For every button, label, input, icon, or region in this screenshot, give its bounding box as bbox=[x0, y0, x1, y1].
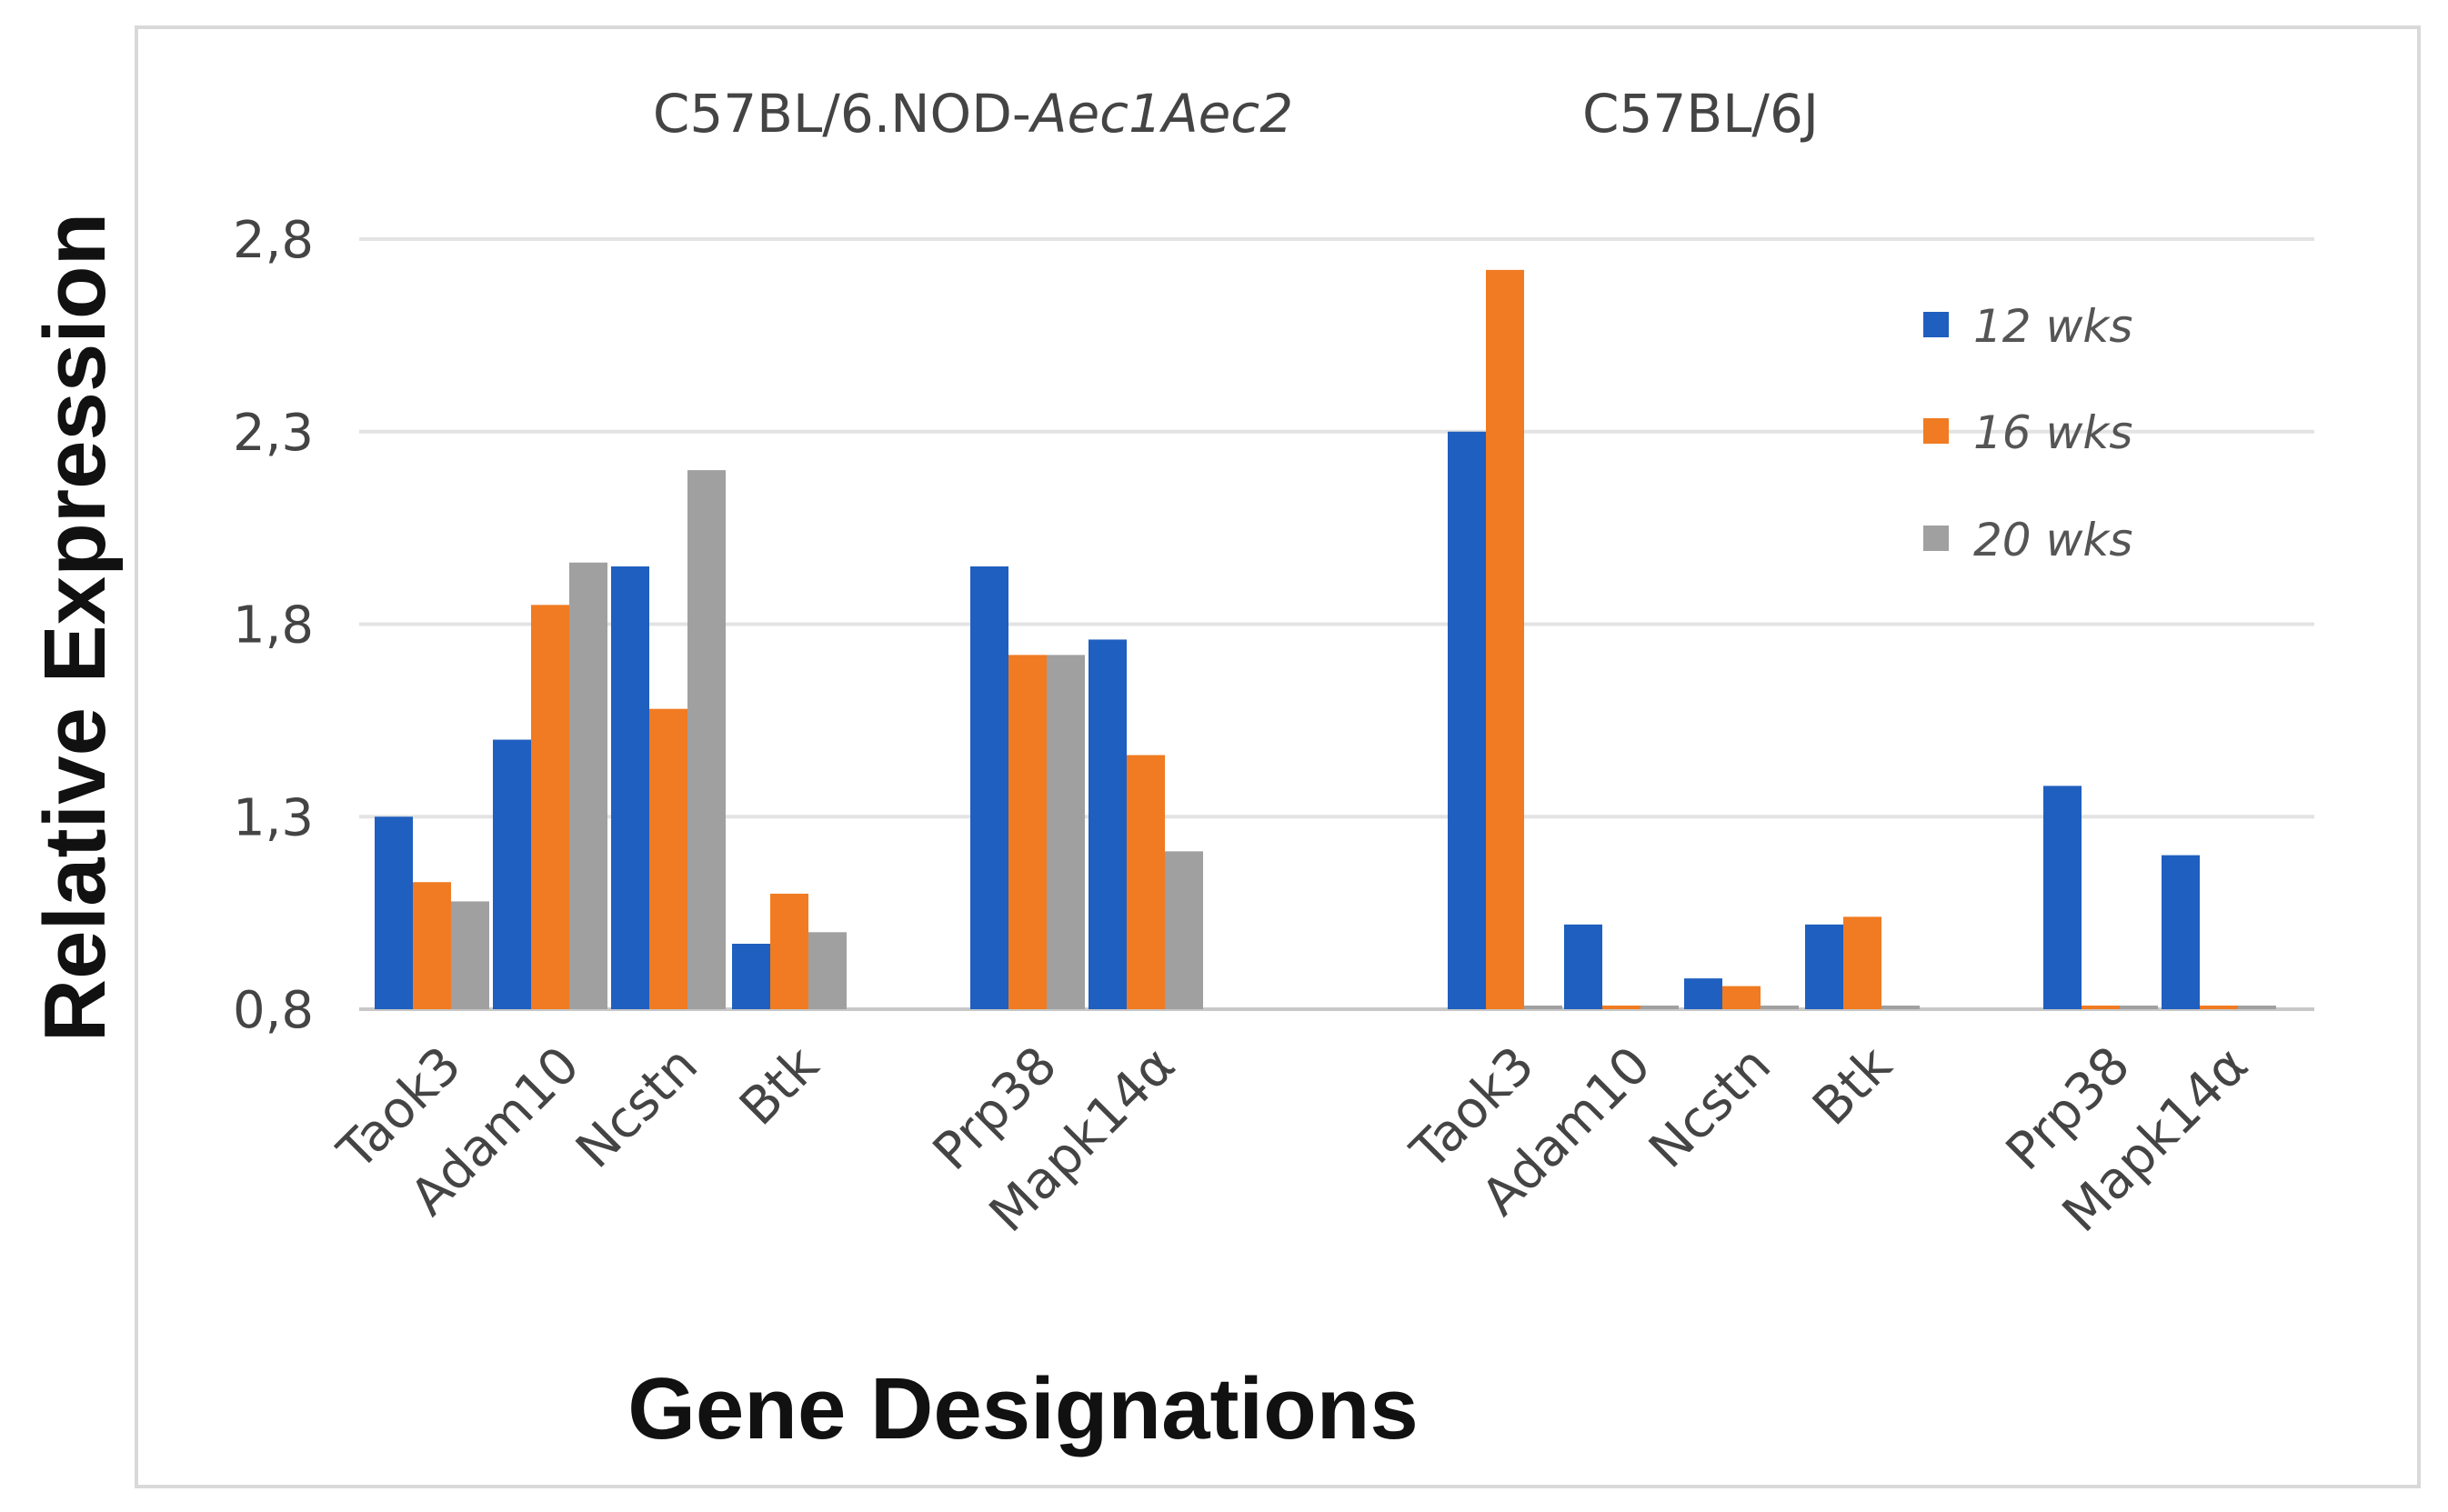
y-tick-label: 1,3 bbox=[233, 788, 314, 847]
bar-c57bl6nod-adam10-12wks bbox=[493, 739, 531, 1009]
y-tick-label: 2,8 bbox=[233, 211, 314, 270]
bar-c57bl6j-ncstn-16wks bbox=[1722, 986, 1761, 1009]
bar-c57bl6nod-mapk14-20wks bbox=[1165, 851, 1203, 1009]
bar-c57bl6j-ncstn-12wks bbox=[1684, 978, 1722, 1009]
bar-c57bl6nod-prp38-20wks bbox=[1047, 655, 1085, 1009]
chart-frame bbox=[135, 25, 2421, 1488]
bar-c57bl6j-btk-16wks bbox=[1843, 916, 1881, 1009]
x-axis-title: Gene Designations bbox=[627, 1360, 1419, 1457]
bar-c57bl6j-mapk14-20wks bbox=[2238, 1006, 2276, 1009]
legend-swatch-16wks bbox=[1923, 418, 1949, 444]
bar-c57bl6nod-taok3-20wks bbox=[451, 901, 489, 1009]
bar-c57bl6nod-btk-20wks bbox=[808, 932, 847, 1009]
bar-c57bl6j-prp38-16wks bbox=[2082, 1006, 2120, 1009]
legend: 12 wks 16 wks 20 wks bbox=[1923, 300, 2132, 566]
y-axis-title: Relative Expression bbox=[26, 213, 124, 1042]
bars bbox=[375, 269, 2276, 1009]
legend-label-16wks: 16 wks bbox=[1973, 406, 2132, 459]
group-title-right: C57BL/6J bbox=[1582, 83, 1819, 145]
bar-c57bl6j-adam10-20wks bbox=[1640, 1006, 1679, 1009]
bar-c57bl6j-adam10-16wks bbox=[1602, 1006, 1640, 1009]
bar-c57bl6j-prp38-12wks bbox=[2043, 786, 2082, 1009]
bar-c57bl6j-ncstn-20wks bbox=[1761, 1006, 1799, 1009]
y-tick-label: 2,3 bbox=[233, 404, 314, 463]
group-title-left: C57BL/6.NOD-Aec1Aec2 bbox=[653, 83, 1293, 145]
bar-c57bl6j-taok3-20wks bbox=[1524, 1006, 1562, 1009]
legend-label-20wks: 20 wks bbox=[1973, 514, 2132, 566]
bar-c57bl6j-mapk14-12wks bbox=[2162, 855, 2200, 1009]
y-tick-label: 0,8 bbox=[233, 981, 314, 1040]
bar-c57bl6nod-taok3-16wks bbox=[413, 882, 451, 1009]
bar-c57bl6j-taok3-12wks bbox=[1448, 431, 1486, 1009]
bar-c57bl6nod-ncstn-16wks bbox=[649, 708, 687, 1009]
bar-c57bl6nod-ncstn-20wks bbox=[687, 470, 726, 1009]
bar-c57bl6j-mapk14-16wks bbox=[2200, 1006, 2238, 1009]
y-tick-label: 1,8 bbox=[233, 596, 314, 656]
bar-c57bl6nod-taok3-12wks bbox=[375, 816, 413, 1009]
bar-c57bl6j-taok3-16wks bbox=[1486, 269, 1524, 1009]
bar-c57bl6j-prp38-20wks bbox=[2120, 1006, 2158, 1009]
y-tick-labels: 0,8 1,3 1,8 2,3 2,8 bbox=[233, 211, 314, 1040]
bar-c57bl6nod-adam10-16wks bbox=[531, 605, 569, 1009]
bar-c57bl6j-adam10-12wks bbox=[1564, 924, 1602, 1009]
bar-c57bl6j-btk-12wks bbox=[1805, 924, 1843, 1009]
bar-c57bl6nod-prp38-12wks bbox=[970, 566, 1008, 1009]
bar-c57bl6nod-adam10-20wks bbox=[569, 562, 607, 1009]
bar-c57bl6nod-mapk14-16wks bbox=[1127, 755, 1165, 1009]
legend-label-12wks: 12 wks bbox=[1973, 300, 2132, 353]
bar-c57bl6nod-prp38-16wks bbox=[1008, 655, 1047, 1009]
bar-c57bl6nod-mapk14-12wks bbox=[1089, 639, 1127, 1009]
legend-swatch-12wks bbox=[1923, 312, 1949, 337]
bar-c57bl6nod-btk-16wks bbox=[770, 893, 808, 1009]
legend-swatch-20wks bbox=[1923, 526, 1949, 551]
bar-c57bl6j-btk-20wks bbox=[1881, 1006, 1920, 1009]
bar-c57bl6nod-btk-12wks bbox=[732, 944, 770, 1009]
bar-c57bl6nod-ncstn-12wks bbox=[611, 566, 649, 1009]
